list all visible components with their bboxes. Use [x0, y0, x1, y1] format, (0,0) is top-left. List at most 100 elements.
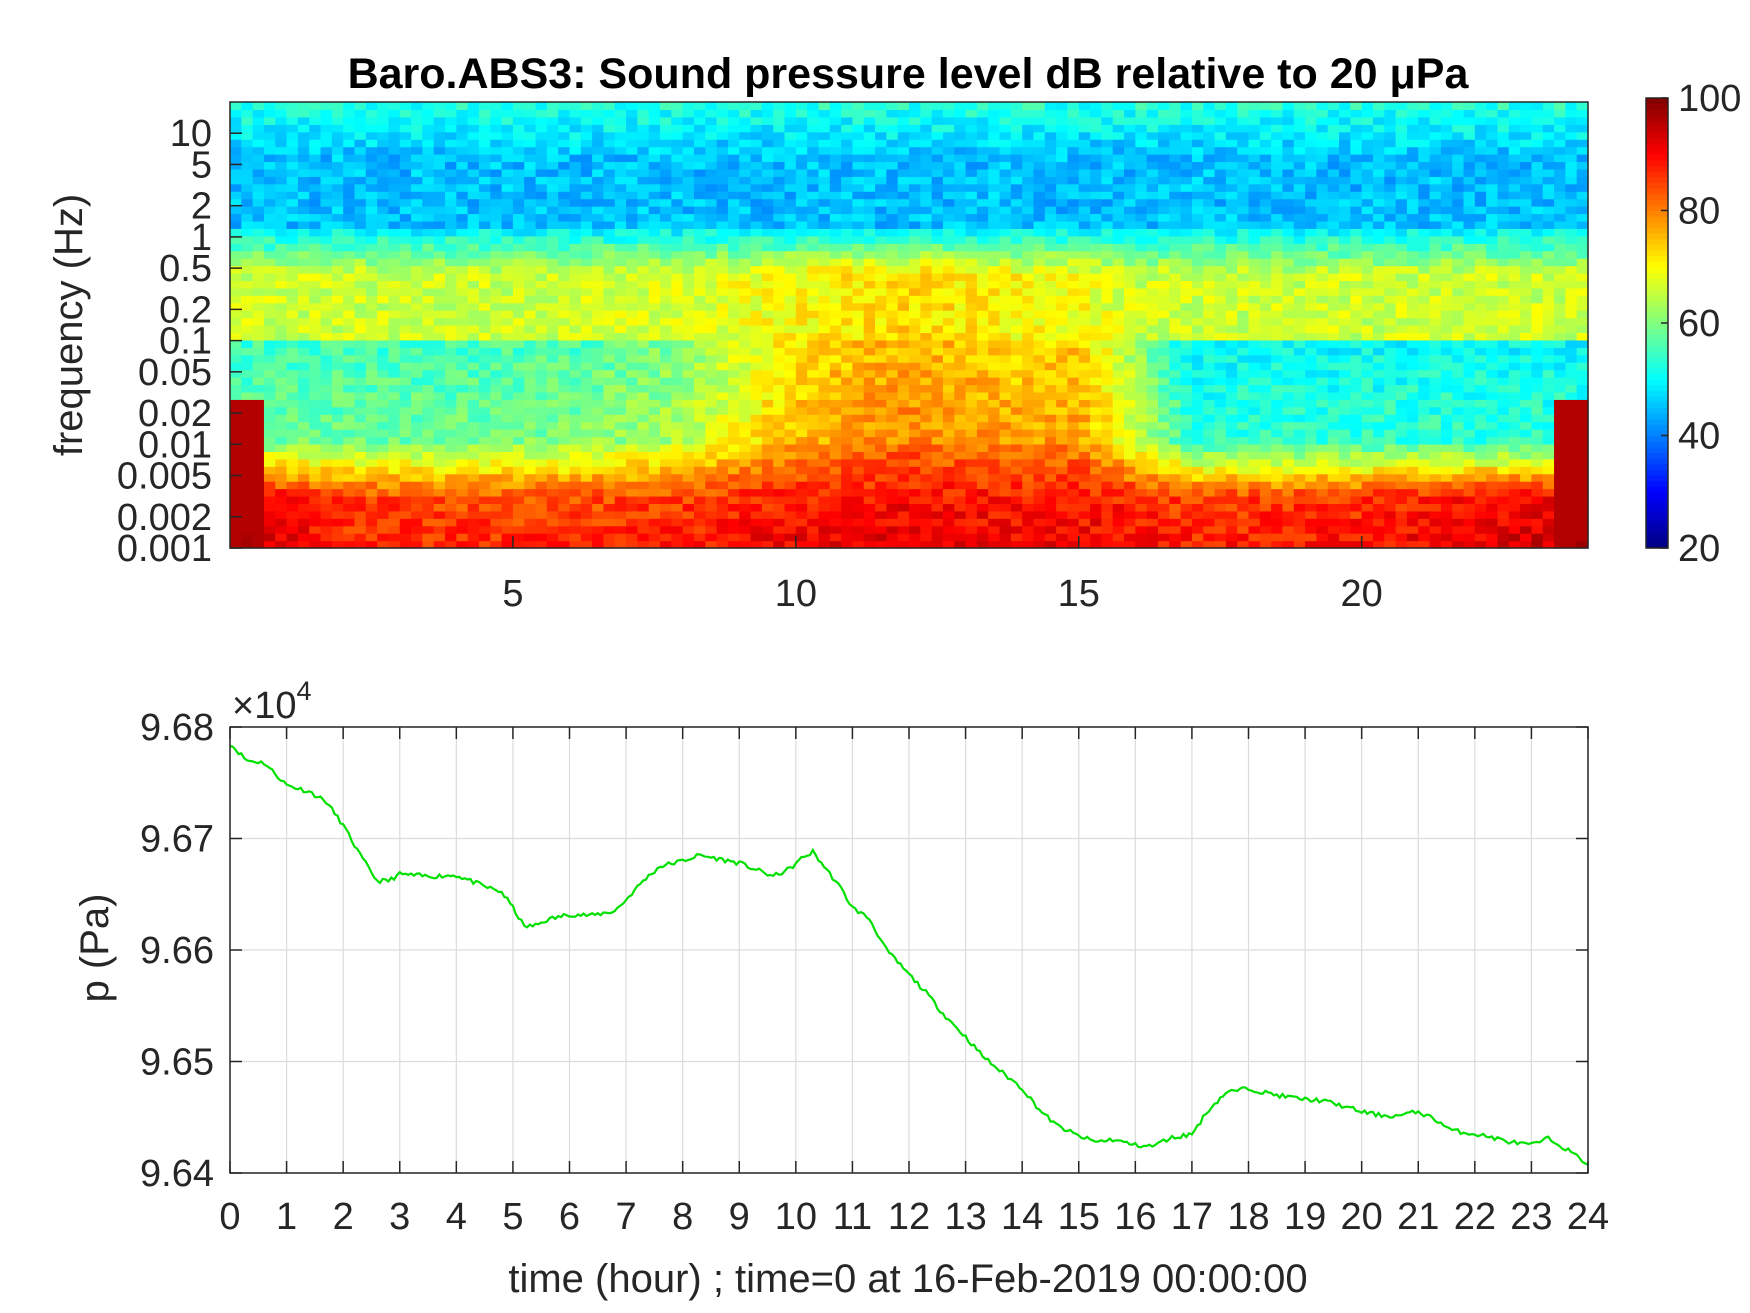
- spectrogram-cell: [1452, 495, 1465, 504]
- spectrogram-cell: [1384, 325, 1397, 334]
- spectrogram-cell: [286, 280, 299, 289]
- spectrogram-cell: [818, 235, 831, 244]
- spectrogram-cell: [626, 250, 638, 259]
- spectrogram-cell: [1293, 399, 1306, 408]
- spectrogram-cell: [852, 510, 865, 519]
- spectrogram-cell: [1440, 518, 1453, 527]
- spectrogram-cell: [773, 518, 786, 527]
- spectrogram-cell: [388, 451, 401, 460]
- spectrogram-cell: [1554, 399, 1566, 408]
- spectrogram-cell: [1384, 302, 1397, 311]
- spectrogram-cell: [909, 280, 921, 289]
- spectrogram-cell: [377, 295, 390, 304]
- spectrogram-cell: [660, 235, 672, 244]
- spectrogram-cell: [1474, 369, 1487, 378]
- spectrogram-cell: [852, 280, 865, 289]
- spectrogram-cell: [230, 317, 242, 326]
- spectrogram-cell: [1237, 458, 1250, 467]
- spectrogram-cell: [1305, 421, 1317, 430]
- spectrogram-cell: [433, 310, 446, 319]
- spectrogram-cell: [1180, 391, 1193, 400]
- spectrogram-cell: [1056, 473, 1069, 482]
- spectrogram-cell: [1169, 414, 1182, 423]
- spectrogram-cell: [1520, 317, 1533, 326]
- spectrogram-cell: [1237, 272, 1250, 281]
- spectrogram-cell: [580, 473, 593, 482]
- spectrogram-cell: [1203, 406, 1216, 415]
- spectrogram-cell: [739, 354, 752, 363]
- spectrogram-cell: [535, 272, 548, 281]
- spectrogram-cell: [841, 295, 854, 304]
- spectrogram-cell: [1237, 473, 1250, 482]
- spectrogram-cell: [1305, 250, 1317, 259]
- spectrogram-cell: [569, 503, 582, 512]
- spectrogram-cell: [1135, 399, 1148, 408]
- spectrogram-cell: [999, 250, 1012, 259]
- spectrogram-cell: [909, 354, 921, 363]
- spectrogram-cell: [1395, 280, 1408, 289]
- spectrogram-cell: [388, 466, 401, 475]
- spectrogram-cell: [626, 391, 638, 400]
- spectrogram-cell: [637, 287, 650, 296]
- spectrogram-cell: [1237, 451, 1250, 460]
- spectrogram-cell: [1191, 295, 1204, 304]
- spectrogram-cell: [1418, 250, 1431, 259]
- spectrogram-cell: [1293, 406, 1306, 415]
- spectrogram-cell: [1225, 295, 1238, 304]
- spectrogram-cell: [682, 287, 695, 296]
- spectrogram-cell: [546, 272, 559, 281]
- spectrogram-cell: [1542, 429, 1555, 438]
- spectrogram-cell: [445, 399, 457, 408]
- spectrogram-cell: [377, 287, 390, 296]
- spectrogram-cell: [1010, 466, 1023, 475]
- spectrogram-cell: [422, 481, 435, 490]
- spectrogram-cell: [1090, 391, 1102, 400]
- spectrogram-cell: [637, 332, 650, 341]
- spectrogram-cell: [1033, 510, 1046, 519]
- spectrogram-cell: [1112, 280, 1125, 289]
- spectrogram-cell: [784, 481, 797, 490]
- spectrogram-cell: [501, 302, 514, 311]
- spectrogram-cell: [1520, 339, 1533, 348]
- spectrogram-cell: [592, 525, 605, 534]
- spectrogram-cell: [648, 399, 661, 408]
- spectrogram-cell: [965, 362, 978, 371]
- spectrogram-cell: [807, 495, 820, 504]
- spectrogram-cell: [490, 265, 503, 274]
- spectrogram-cell: [1418, 518, 1431, 527]
- spectrogram-cell: [999, 466, 1012, 475]
- spectrogram-cell: [829, 347, 842, 356]
- spectrogram-cell: [467, 325, 480, 334]
- spectrogram-cell: [1339, 436, 1351, 445]
- spectrogram-cell: [1440, 258, 1453, 267]
- spectrogram-cell: [1327, 533, 1340, 542]
- spectrogram-cell: [1124, 488, 1136, 497]
- spectrogram-cell: [1542, 421, 1555, 430]
- spectrogram-cell: [1520, 369, 1533, 378]
- spectrogram-cell: [1384, 451, 1397, 460]
- spectrogram-cell: [558, 302, 571, 311]
- spectrogram-cell: [1214, 362, 1227, 371]
- spectrogram-cell: [909, 436, 921, 445]
- spectrogram-cell: [1486, 272, 1499, 281]
- spectrogram-cell: [309, 332, 322, 341]
- spectrogram-cell: [784, 280, 797, 289]
- spectrogram-cell: [603, 347, 616, 356]
- spectrogram-cell: [999, 436, 1012, 445]
- spectrogram-cell: [693, 272, 706, 281]
- spectrogram-cell: [1486, 473, 1499, 482]
- spectrogram-cell: [411, 287, 423, 296]
- spectrogram-cell: [1327, 510, 1340, 519]
- spectrogram-cell: [1214, 525, 1227, 534]
- spectrogram-cell: [399, 473, 412, 482]
- spectrogram-cell: [230, 295, 242, 304]
- spectrogram-cell: [230, 429, 242, 438]
- spectrogram-cell: [1486, 325, 1499, 334]
- spectrogram-cell: [263, 488, 276, 497]
- spectrogram-cell: [1191, 481, 1204, 490]
- spectrogram-cell: [1372, 414, 1385, 423]
- spectrogram-cell: [1576, 503, 1589, 512]
- spectrogram-cell: [1520, 510, 1533, 519]
- spectrogram-cell: [1440, 347, 1453, 356]
- spectrogram-cell: [1090, 332, 1102, 341]
